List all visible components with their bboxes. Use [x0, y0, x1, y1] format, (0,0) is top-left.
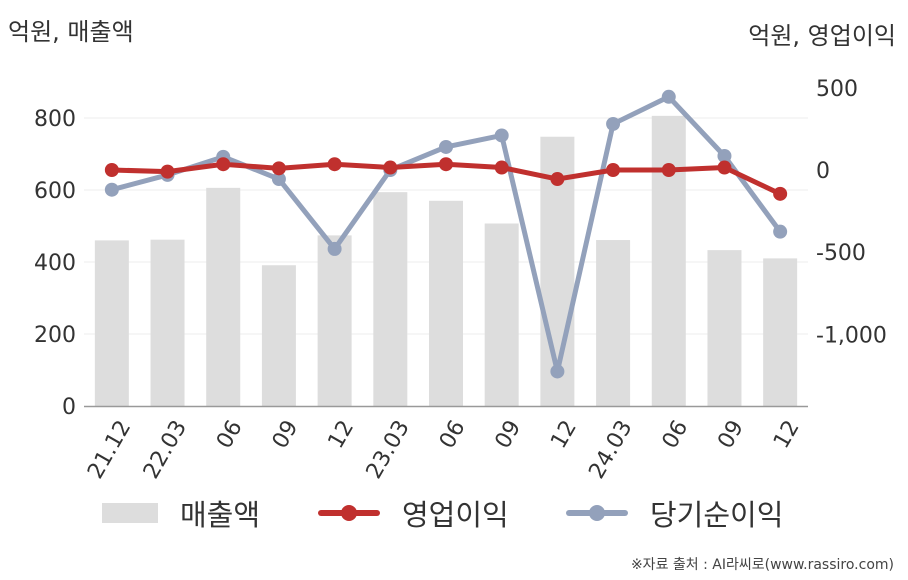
- revenue-bars: [94, 115, 798, 406]
- operating-point: [104, 162, 119, 177]
- legend-label-revenue: 매출액: [180, 498, 261, 532]
- net-point: [717, 149, 732, 164]
- x-tick-label: 09: [713, 416, 749, 453]
- x-tick-label: 06: [435, 416, 471, 453]
- x-tick-label: 21.12: [83, 416, 136, 483]
- operating-point: [550, 172, 565, 187]
- left-axis-unit: 억원, 매출액: [8, 18, 134, 46]
- x-tick-label: 06: [658, 416, 694, 453]
- net-point: [439, 139, 453, 154]
- source-note: ※자료 출처 : AI라씨로(www.rassiro.com): [630, 557, 894, 573]
- operating-point: [327, 157, 342, 172]
- legend-label-operating: 영업이익: [402, 498, 509, 532]
- bar-revenue: [763, 258, 798, 406]
- operating-point: [160, 164, 175, 179]
- right-tick-label: -500: [816, 241, 866, 266]
- legend: 매출액 영업이익 당기순이익: [0, 488, 908, 538]
- net-point: [494, 128, 509, 143]
- series-lines: [104, 89, 788, 379]
- x-tick-label: 23.03: [362, 416, 415, 483]
- operating-point: [494, 160, 509, 175]
- operating-point: [773, 186, 788, 201]
- operating-point: [717, 160, 732, 175]
- net-point: [327, 241, 342, 256]
- legend-label-net: 당기순이익: [650, 498, 784, 532]
- net-swatch: [566, 503, 628, 523]
- operating-point: [661, 162, 676, 177]
- left-tick-label: 200: [34, 323, 76, 348]
- left-tick-label: 600: [34, 179, 76, 204]
- left-tick-label: 800: [34, 107, 76, 132]
- bar-revenue: [206, 187, 241, 406]
- x-tick-label: 12: [323, 416, 359, 453]
- bar-revenue: [261, 265, 296, 406]
- left-tick-label: 0: [62, 395, 76, 420]
- right-axis-unit: 억원, 영업이익: [748, 22, 896, 50]
- net-point: [661, 89, 676, 104]
- net-point: [550, 364, 565, 379]
- net-point: [271, 172, 286, 187]
- bar-revenue: [373, 192, 408, 406]
- x-tick-label: 12: [769, 416, 805, 453]
- net-point: [606, 116, 621, 131]
- bar-revenue: [484, 223, 519, 406]
- operating-point: [439, 157, 453, 172]
- operating-swatch: [318, 503, 380, 523]
- revenue-swatch: [102, 503, 158, 523]
- bar-revenue: [150, 239, 185, 406]
- x-tick-label: 06: [212, 416, 248, 453]
- bar-revenue: [94, 240, 129, 406]
- bar-revenue: [651, 115, 686, 406]
- bar-revenue: [707, 250, 742, 406]
- left-tick-label: 400: [34, 251, 76, 276]
- right-tick-label: 500: [816, 77, 858, 102]
- x-tick-label: 09: [268, 416, 304, 453]
- x-tick-label: 12: [546, 416, 582, 453]
- operating-point: [383, 160, 398, 175]
- operating-point: [271, 161, 286, 176]
- right-tick-label: -1,000: [816, 323, 887, 348]
- bar-revenue: [596, 240, 631, 406]
- net-point: [773, 224, 788, 239]
- operating-point: [216, 157, 231, 172]
- right-tick-label: 0: [816, 159, 830, 184]
- bar-revenue: [429, 200, 463, 406]
- bar-revenue: [317, 235, 352, 406]
- x-tick-label: 09: [491, 416, 527, 453]
- x-tick-label: 22.03: [139, 416, 192, 483]
- legend-item-operating: 영업이익: [318, 488, 509, 538]
- legend-item-net: 당기순이익: [566, 488, 783, 538]
- legend-item-revenue: 매출액: [102, 488, 260, 538]
- net-point: [104, 182, 119, 197]
- x-tick-label: 24.03: [584, 416, 637, 483]
- operating-point: [606, 162, 621, 177]
